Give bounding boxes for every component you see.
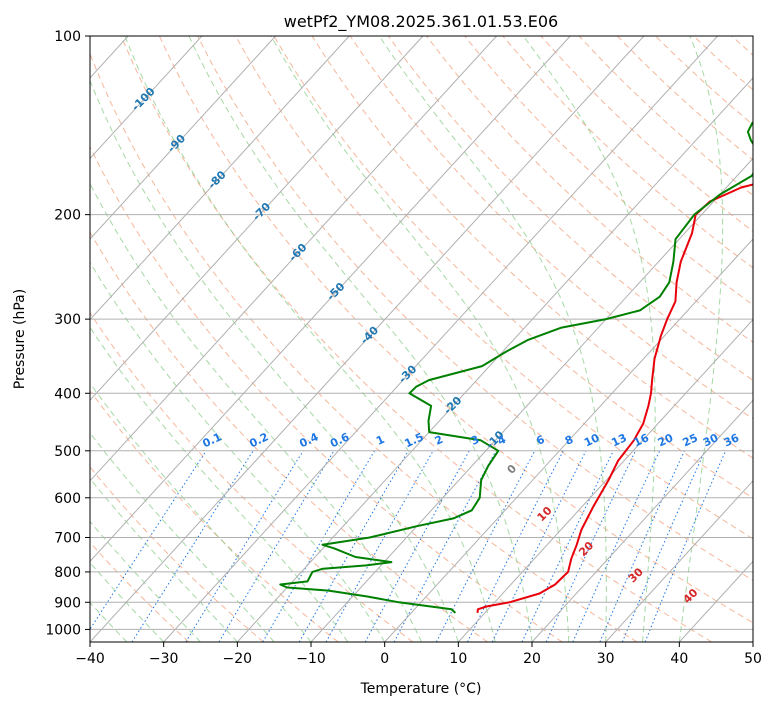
moist-adiabat-line (188, 36, 533, 642)
dry-adiabat-line (90, 466, 264, 642)
mixing-ratio-line (621, 450, 706, 642)
isotherm-line (90, 36, 645, 642)
isotherm-line (90, 36, 203, 160)
x-axis-title: Temperature (°C) (360, 681, 482, 697)
isotherm-line (236, 77, 753, 642)
mixing-ratio-label: 20 (656, 431, 676, 449)
mixing-ratio-line (218, 450, 335, 642)
isotherm-line (310, 157, 753, 642)
y-tick-label: 900 (54, 595, 81, 611)
temperature-line (476, 183, 753, 614)
plot-frame (89, 35, 754, 643)
x-tick-label: 50 (744, 651, 762, 667)
x-tick-label: −10 (296, 651, 326, 667)
x-tick-label: 10 (449, 651, 467, 667)
isobar-grid (90, 36, 753, 630)
y-tick-label: 1000 (45, 622, 81, 638)
moist-adiabat-line (90, 261, 386, 642)
isotherm-line (605, 480, 753, 642)
y-axis-title: Pressure (hPa) (12, 289, 28, 389)
dry-adiabat-line (120, 36, 712, 642)
profile-series (279, 121, 753, 614)
mixing-ratio-line (599, 450, 685, 642)
y-tick-label: 100 (54, 29, 81, 45)
y-tick-label: 400 (54, 386, 81, 402)
moist-adiabat-line (678, 36, 724, 642)
dry-adiabat-line (349, 36, 753, 420)
chart-title: wetPf2_YM08.2025.361.01.53.E06 (284, 12, 558, 32)
x-tick-label: 20 (523, 651, 541, 667)
dry-adiabat-line (90, 541, 190, 642)
isotherm-line (531, 399, 753, 642)
isotherm-line (90, 36, 350, 321)
moist-adiabat-line (378, 36, 607, 642)
mixing-ratio-line (364, 450, 470, 642)
moist-adiabat-line (124, 36, 496, 642)
x-tick-label: 0 (380, 651, 389, 667)
isotherm-line (384, 238, 753, 642)
moist-adiabat-line (90, 326, 349, 642)
dewpoint-line (279, 121, 753, 614)
isotherm-line (90, 36, 424, 401)
isotherm-line (163, 36, 718, 642)
x-tick-label: −30 (149, 651, 179, 667)
dry-adiabat-line (273, 36, 753, 499)
mixing-ratio-label: 13 (609, 431, 628, 449)
isotherm-line (90, 36, 571, 563)
dry-adiabats (90, 36, 753, 642)
dry-adiabat-line (311, 36, 753, 459)
mixing-ratio-label: 25 (681, 431, 700, 449)
y-tick-label: 700 (54, 531, 81, 547)
mixing-ratio-label: 10 (582, 431, 602, 449)
dry-adiabat-line (387, 36, 753, 381)
moist-adiabat-line (90, 79, 459, 642)
mixing-ratio-line (90, 450, 207, 631)
dry-adiabat-line (90, 231, 488, 642)
isotherm-grid (90, 36, 753, 642)
y-tick-label: 200 (54, 208, 81, 224)
moist-adiabat-line (270, 36, 570, 642)
mixing-ratio-label: 36 (722, 431, 742, 449)
mixing-ratio-line (491, 450, 587, 642)
mixing-ratio-label: 16 (632, 431, 652, 449)
dry-adiabat-line (197, 36, 753, 581)
x-tick-label: −20 (223, 651, 253, 667)
x-axis: −40 −30 −20 −10 0 10 20 30 40 50 (75, 642, 762, 667)
dry-adiabat-line (90, 145, 563, 642)
isotherm-line (457, 318, 753, 642)
x-tick-label: −40 (75, 651, 105, 667)
mixing-ratio-line (185, 450, 304, 642)
dry-adiabat-line (90, 52, 638, 642)
y-axis: 100 200 300 400 500 600 700 800 900 1000 (45, 29, 90, 638)
moist-adiabat-line (522, 36, 656, 642)
mixing-ratio-line (393, 450, 497, 642)
moist-adiabat-line (90, 182, 422, 642)
x-tick-label: 40 (670, 651, 688, 667)
y-tick-label: 300 (54, 312, 81, 328)
mixing-ratio-label: 30 (701, 431, 721, 449)
mixing-ratio-line (467, 450, 564, 642)
y-tick-label: 600 (54, 491, 81, 507)
y-tick-label: 800 (54, 565, 81, 581)
y-tick-label: 500 (54, 444, 81, 460)
x-tick-label: 30 (597, 651, 615, 667)
isotherm-line (90, 36, 276, 240)
mixing-ratio-line (325, 450, 434, 642)
isotherm-line (90, 36, 497, 482)
mixing-ratio-line (131, 450, 254, 642)
dry-adiabat-line (158, 36, 753, 624)
